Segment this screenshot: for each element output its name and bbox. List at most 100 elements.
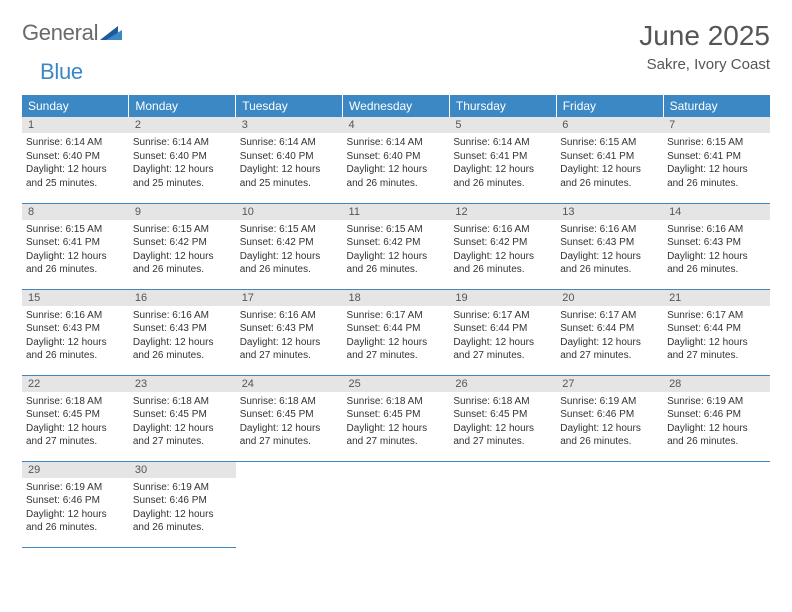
day-number: 3 [236,117,343,133]
day-number: 6 [556,117,663,133]
calendar-cell: 30Sunrise: 6:19 AMSunset: 6:46 PMDayligh… [129,461,236,547]
day-details: Sunrise: 6:19 AMSunset: 6:46 PMDaylight:… [129,478,236,539]
day-number: 4 [343,117,450,133]
day-number: 8 [22,204,129,220]
day-details: Sunrise: 6:16 AMSunset: 6:43 PMDaylight:… [22,306,129,367]
calendar-cell: 25Sunrise: 6:18 AMSunset: 6:45 PMDayligh… [343,375,450,461]
calendar-cell: 16Sunrise: 6:16 AMSunset: 6:43 PMDayligh… [129,289,236,375]
day-details: Sunrise: 6:16 AMSunset: 6:42 PMDaylight:… [449,220,556,281]
weekday-header: Wednesday [343,95,450,117]
title-block: June 2025 Sakre, Ivory Coast [639,20,770,73]
calendar-cell: 29Sunrise: 6:19 AMSunset: 6:46 PMDayligh… [22,461,129,547]
day-details: Sunrise: 6:19 AMSunset: 6:46 PMDaylight:… [663,392,770,453]
day-number: 19 [449,290,556,306]
calendar-cell [343,461,450,547]
calendar-cell: 15Sunrise: 6:16 AMSunset: 6:43 PMDayligh… [22,289,129,375]
weekday-header: Saturday [663,95,770,117]
day-number: 17 [236,290,343,306]
day-number: 11 [343,204,450,220]
calendar-cell: 7Sunrise: 6:15 AMSunset: 6:41 PMDaylight… [663,117,770,203]
day-number: 12 [449,204,556,220]
calendar-cell: 24Sunrise: 6:18 AMSunset: 6:45 PMDayligh… [236,375,343,461]
day-details: Sunrise: 6:19 AMSunset: 6:46 PMDaylight:… [22,478,129,539]
calendar-cell: 23Sunrise: 6:18 AMSunset: 6:45 PMDayligh… [129,375,236,461]
weekday-header: Friday [556,95,663,117]
day-details: Sunrise: 6:14 AMSunset: 6:40 PMDaylight:… [22,133,129,194]
day-number: 24 [236,376,343,392]
day-details: Sunrise: 6:17 AMSunset: 6:44 PMDaylight:… [663,306,770,367]
brand-logo: General [22,20,123,46]
calendar-table: Sunday Monday Tuesday Wednesday Thursday… [22,95,770,548]
month-title: June 2025 [639,20,770,52]
day-number: 10 [236,204,343,220]
day-number: 28 [663,376,770,392]
calendar-cell: 19Sunrise: 6:17 AMSunset: 6:44 PMDayligh… [449,289,556,375]
day-details: Sunrise: 6:15 AMSunset: 6:42 PMDaylight:… [236,220,343,281]
day-details: Sunrise: 6:16 AMSunset: 6:43 PMDaylight:… [236,306,343,367]
day-number: 23 [129,376,236,392]
logo-triangle-icon [100,20,122,46]
day-number: 9 [129,204,236,220]
calendar-cell: 9Sunrise: 6:15 AMSunset: 6:42 PMDaylight… [129,203,236,289]
calendar-row: 1Sunrise: 6:14 AMSunset: 6:40 PMDaylight… [22,117,770,203]
day-details: Sunrise: 6:18 AMSunset: 6:45 PMDaylight:… [343,392,450,453]
day-number: 21 [663,290,770,306]
day-details: Sunrise: 6:18 AMSunset: 6:45 PMDaylight:… [236,392,343,453]
calendar-cell: 28Sunrise: 6:19 AMSunset: 6:46 PMDayligh… [663,375,770,461]
day-details: Sunrise: 6:14 AMSunset: 6:40 PMDaylight:… [343,133,450,194]
day-details: Sunrise: 6:18 AMSunset: 6:45 PMDaylight:… [129,392,236,453]
day-number: 7 [663,117,770,133]
day-number: 2 [129,117,236,133]
calendar-cell: 6Sunrise: 6:15 AMSunset: 6:41 PMDaylight… [556,117,663,203]
calendar-cell: 11Sunrise: 6:15 AMSunset: 6:42 PMDayligh… [343,203,450,289]
day-number: 14 [663,204,770,220]
day-number: 5 [449,117,556,133]
day-number: 22 [22,376,129,392]
calendar-cell: 26Sunrise: 6:18 AMSunset: 6:45 PMDayligh… [449,375,556,461]
calendar-cell: 14Sunrise: 6:16 AMSunset: 6:43 PMDayligh… [663,203,770,289]
day-details: Sunrise: 6:14 AMSunset: 6:40 PMDaylight:… [129,133,236,194]
calendar-cell: 17Sunrise: 6:16 AMSunset: 6:43 PMDayligh… [236,289,343,375]
calendar-cell: 2Sunrise: 6:14 AMSunset: 6:40 PMDaylight… [129,117,236,203]
weekday-header: Tuesday [236,95,343,117]
day-details: Sunrise: 6:14 AMSunset: 6:40 PMDaylight:… [236,133,343,194]
day-number: 30 [129,462,236,478]
calendar-cell: 18Sunrise: 6:17 AMSunset: 6:44 PMDayligh… [343,289,450,375]
day-number: 16 [129,290,236,306]
day-details: Sunrise: 6:17 AMSunset: 6:44 PMDaylight:… [449,306,556,367]
weekday-header: Sunday [22,95,129,117]
calendar-cell: 13Sunrise: 6:16 AMSunset: 6:43 PMDayligh… [556,203,663,289]
calendar-cell: 12Sunrise: 6:16 AMSunset: 6:42 PMDayligh… [449,203,556,289]
day-details: Sunrise: 6:18 AMSunset: 6:45 PMDaylight:… [449,392,556,453]
day-details: Sunrise: 6:16 AMSunset: 6:43 PMDaylight:… [129,306,236,367]
calendar-cell: 20Sunrise: 6:17 AMSunset: 6:44 PMDayligh… [556,289,663,375]
calendar-body: 1Sunrise: 6:14 AMSunset: 6:40 PMDaylight… [22,117,770,547]
day-details: Sunrise: 6:15 AMSunset: 6:41 PMDaylight:… [663,133,770,194]
brand-word-1: General [22,20,98,46]
calendar-cell [236,461,343,547]
calendar-cell: 27Sunrise: 6:19 AMSunset: 6:46 PMDayligh… [556,375,663,461]
day-details: Sunrise: 6:16 AMSunset: 6:43 PMDaylight:… [556,220,663,281]
calendar-cell: 1Sunrise: 6:14 AMSunset: 6:40 PMDaylight… [22,117,129,203]
day-details: Sunrise: 6:17 AMSunset: 6:44 PMDaylight:… [343,306,450,367]
calendar-cell: 10Sunrise: 6:15 AMSunset: 6:42 PMDayligh… [236,203,343,289]
day-number: 29 [22,462,129,478]
calendar-cell [663,461,770,547]
weekday-header-row: Sunday Monday Tuesday Wednesday Thursday… [22,95,770,117]
brand-word-2: Blue [40,59,83,85]
day-details: Sunrise: 6:18 AMSunset: 6:45 PMDaylight:… [22,392,129,453]
calendar-row: 29Sunrise: 6:19 AMSunset: 6:46 PMDayligh… [22,461,770,547]
day-details: Sunrise: 6:14 AMSunset: 6:41 PMDaylight:… [449,133,556,194]
day-details: Sunrise: 6:15 AMSunset: 6:41 PMDaylight:… [556,133,663,194]
day-details: Sunrise: 6:15 AMSunset: 6:42 PMDaylight:… [129,220,236,281]
calendar-cell: 4Sunrise: 6:14 AMSunset: 6:40 PMDaylight… [343,117,450,203]
calendar-cell: 3Sunrise: 6:14 AMSunset: 6:40 PMDaylight… [236,117,343,203]
day-number: 1 [22,117,129,133]
day-details: Sunrise: 6:16 AMSunset: 6:43 PMDaylight:… [663,220,770,281]
calendar-cell: 8Sunrise: 6:15 AMSunset: 6:41 PMDaylight… [22,203,129,289]
day-number: 13 [556,204,663,220]
day-number: 25 [343,376,450,392]
day-number: 20 [556,290,663,306]
day-details: Sunrise: 6:15 AMSunset: 6:42 PMDaylight:… [343,220,450,281]
weekday-header: Monday [129,95,236,117]
